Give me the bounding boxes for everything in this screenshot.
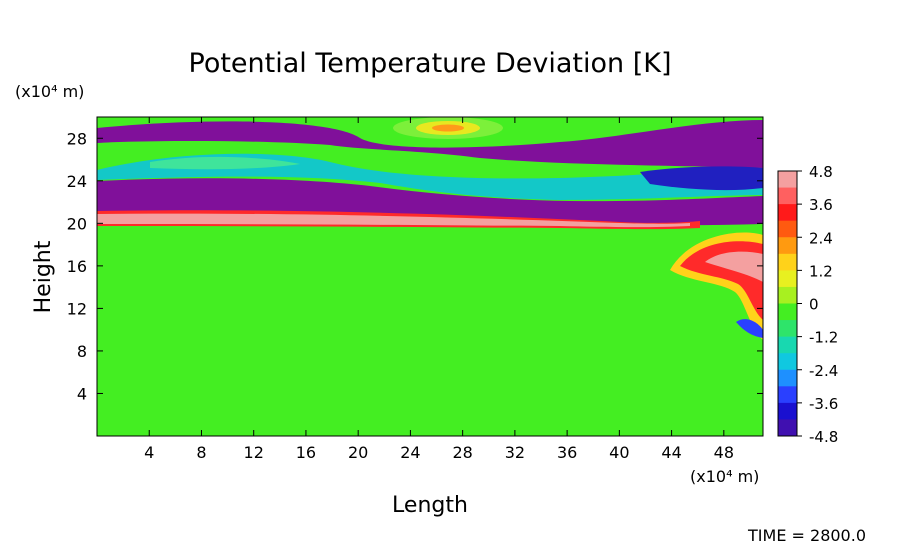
colorbar-swatch [778,386,797,404]
chart-title: Potential Temperature Deviation [K] [189,48,672,79]
colorbar-swatch [778,320,797,338]
x-tick-label: 36 [557,443,577,462]
colorbar-label: -2.4 [809,362,838,380]
time-annotation: TIME = 2800.0 [747,526,866,544]
x-axis: 4 8 12 16 20 24 28 32 36 40 44 48 [144,117,734,462]
colorbar-swatch [778,286,797,304]
y-tick-label: 12 [67,299,87,318]
field-cold-swirl [736,319,763,338]
colorbar-label: 3.6 [809,196,833,214]
colorbar-swatch [778,204,797,222]
colorbar-label: -4.8 [809,428,838,446]
colorbar-swatch [778,220,797,238]
x-axis-title: Length [392,493,468,518]
colorbar-swatch [778,187,797,205]
x-tick-label: 8 [196,443,206,462]
y-tick-label: 20 [67,214,87,233]
field-warm-vortex-core [705,251,763,282]
field-warm-layer-core [97,213,690,228]
x-tick-label: 20 [348,443,368,462]
colorbar-label: 2.4 [809,229,833,247]
y-unit-label: (x10⁴ m) [15,82,84,101]
colorbar-label: 0 [809,296,819,314]
colorbar-swatch [778,369,797,387]
plot-frame [96,116,764,437]
x-tick-label: 24 [400,443,420,462]
colorbar-swatch [778,253,797,271]
x-unit-label: (x10⁴ m) [690,467,759,486]
x-tick-label: 28 [452,443,472,462]
y-tick-label: 16 [67,257,87,276]
y-tick-label: 24 [67,172,87,191]
field-dark-blue-patch [640,166,763,191]
x-tick-label: 4 [144,443,154,462]
colorbar-swatch [778,237,797,255]
colorbar-label: 1.2 [809,262,833,280]
x-tick-label: 32 [505,443,525,462]
x-tick-label: 44 [661,443,681,462]
colorbar-label: 4.8 [809,163,833,181]
x-tick-label: 12 [244,443,264,462]
y-axis-title: Height [31,240,56,313]
y-tick-label: 28 [67,129,87,148]
colorbar-label: -3.6 [809,395,838,413]
colorbar-swatch [778,270,797,288]
colorbar: 4.8 3.6 2.4 1.2 0 -1.2 -2.4 -3.6 -4.8 [777,163,838,446]
colorbar-swatch [778,336,797,354]
field-cyan-core [150,156,300,170]
field-warm-blob-core [432,124,464,132]
plot-area [96,116,764,437]
colorbar-swatch [778,402,797,420]
colorbar-swatch [778,353,797,371]
y-axis: 4 8 12 16 20 24 28 [67,129,763,403]
colorbar-swatch [778,303,797,321]
colorbar-label: -1.2 [809,329,838,347]
x-tick-label: 40 [609,443,629,462]
colorbar-swatch [778,171,797,189]
colorbar-swatch [778,419,797,437]
x-tick-label: 48 [714,443,734,462]
y-tick-label: 8 [77,342,87,361]
field-cold-band-upper [97,120,763,168]
y-tick-label: 4 [77,384,87,403]
x-tick-label: 16 [296,443,316,462]
